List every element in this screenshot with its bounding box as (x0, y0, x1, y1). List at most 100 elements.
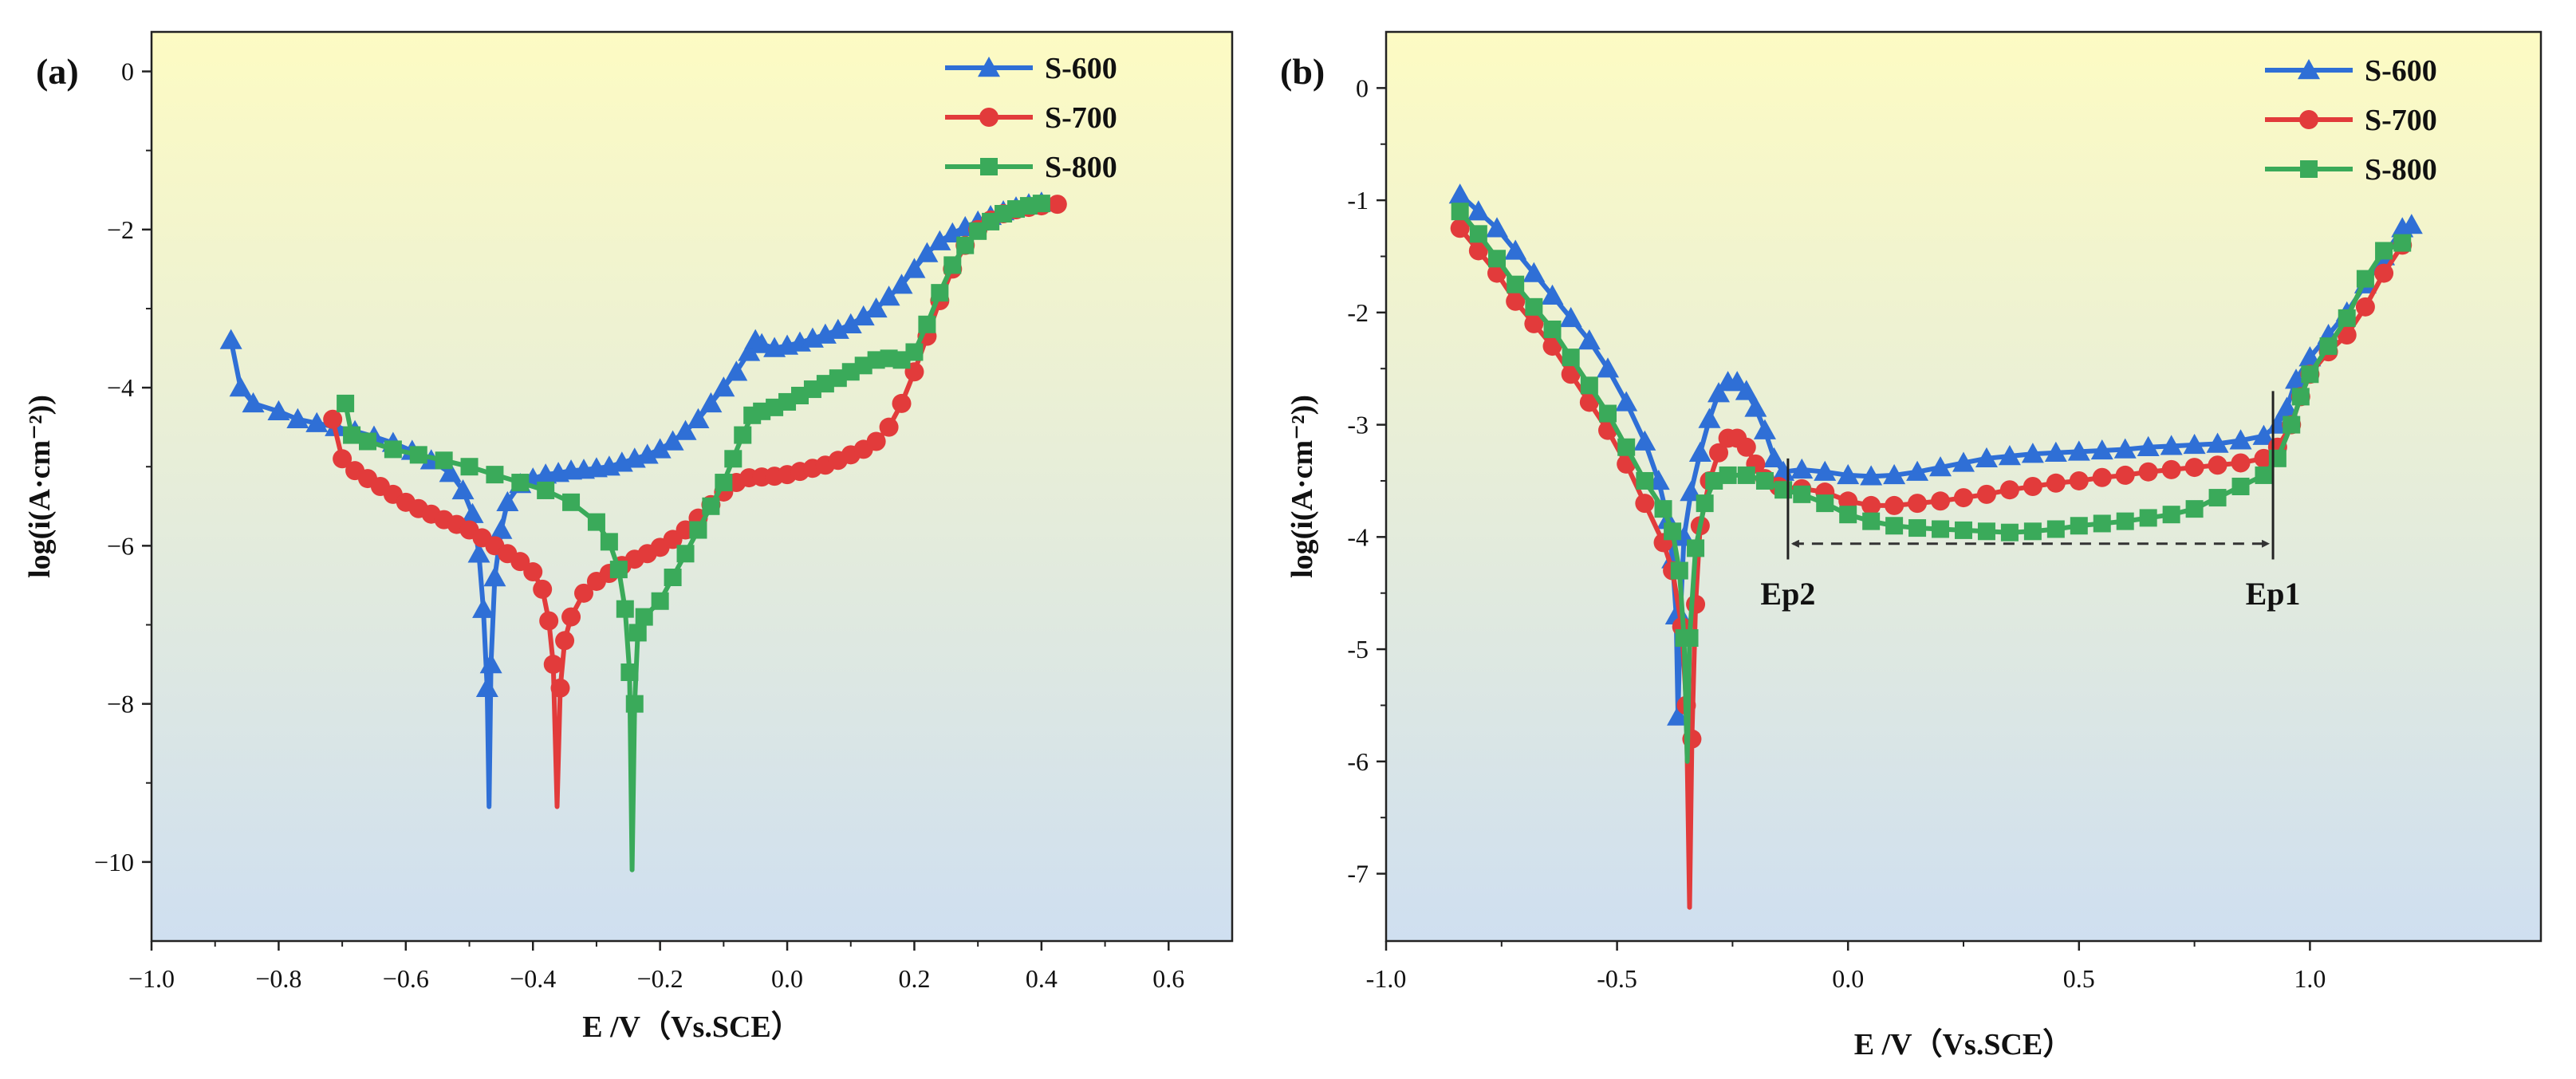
panel-label: (b) (1280, 51, 1325, 92)
data-point (674, 419, 697, 440)
data-point (409, 446, 427, 464)
data-point (625, 695, 644, 713)
y-tick-label: −4 (107, 373, 134, 402)
data-point (1543, 320, 1562, 338)
legend-label: S-800 (2365, 153, 2437, 187)
data-point (1562, 349, 1580, 367)
data-point (1839, 506, 1857, 524)
data-point (1976, 484, 1996, 504)
data-point (1636, 471, 1654, 490)
data-point (1837, 463, 1860, 485)
data-point (2254, 448, 2274, 468)
series-s-800 (337, 195, 1050, 872)
x-tick-label: −1.0 (128, 964, 175, 993)
data-point (242, 392, 265, 413)
data-point (2400, 214, 2423, 234)
data-point (1735, 380, 1758, 400)
data-point (2070, 517, 2088, 535)
data-point (2046, 473, 2066, 493)
data-point (1929, 456, 1952, 477)
data-point (2319, 337, 2338, 356)
data-point (2255, 466, 2273, 484)
plot-area-background (1386, 32, 2541, 941)
data-point (1524, 313, 1544, 333)
data-point (1774, 481, 1793, 499)
data-point (877, 286, 900, 306)
data-point (2138, 462, 2158, 482)
data-point (1862, 512, 1881, 530)
data-point (475, 676, 498, 697)
legend-marker (2300, 160, 2318, 178)
data-point (2113, 438, 2137, 459)
x-tick-label: -0.5 (1597, 964, 1637, 993)
legend: S-600 S-700 S-800 (945, 52, 1117, 184)
data-point (510, 552, 530, 572)
data-point (323, 409, 343, 429)
data-point (1486, 217, 1509, 238)
data-point (496, 490, 519, 512)
data-point (1687, 539, 1705, 557)
data-point (1814, 460, 1837, 481)
data-point (2206, 432, 2229, 453)
data-point (600, 533, 618, 551)
data-point (1450, 219, 1470, 238)
data-point (651, 592, 669, 610)
data-point (2285, 368, 2308, 389)
data-point (2023, 477, 2042, 496)
data-point (343, 426, 361, 444)
data-point (550, 678, 570, 698)
data-point (687, 408, 710, 428)
data-point (359, 432, 376, 451)
data-point (1931, 491, 1951, 511)
plot-area-background (152, 32, 1232, 941)
y-tick-label: -2 (1347, 298, 1369, 327)
data-point (1522, 262, 1546, 282)
data-point (635, 608, 653, 626)
data-point (661, 430, 684, 451)
data-point (866, 431, 886, 451)
data-point (1998, 445, 2021, 466)
data-point (467, 542, 490, 563)
data-point (1952, 451, 1975, 472)
data-point (2160, 435, 2183, 455)
data-point (724, 450, 742, 468)
data-point (1451, 203, 1469, 221)
legend-label: S-600 (1045, 52, 1117, 85)
data-point (725, 360, 748, 381)
data-point (2275, 396, 2298, 417)
data-point (384, 440, 402, 459)
data-point (1737, 466, 1755, 484)
data-point (1906, 460, 1929, 481)
data-point (2161, 459, 2181, 479)
y-tick-label: -7 (1347, 860, 1369, 888)
x-tick-label: 1.0 (2294, 964, 2326, 993)
data-point (537, 481, 555, 499)
data-point (1542, 337, 1562, 356)
y-axis-title: log(i(A·cm⁻²)) (1286, 395, 1319, 578)
data-point (890, 274, 913, 294)
data-point (2044, 441, 2067, 462)
data-point (1908, 494, 1928, 514)
data-point (1680, 629, 1699, 647)
data-point (267, 400, 290, 421)
y-tick-label: −2 (107, 215, 134, 244)
data-point (609, 561, 628, 579)
data-point (2092, 467, 2112, 487)
data-point (931, 284, 949, 302)
legend-marker (979, 108, 998, 127)
data-point (2023, 522, 2042, 541)
y-tick-label: -6 (1347, 747, 1369, 776)
data-point (1954, 488, 1973, 508)
data-point (2046, 520, 2065, 538)
data-point (1654, 500, 1672, 518)
data-point (1664, 522, 1682, 541)
data-point (1504, 239, 1527, 260)
x-tick-label: 0.4 (1026, 964, 1058, 993)
data-point (1686, 594, 1706, 614)
data-point (2393, 234, 2412, 252)
data-point (305, 412, 329, 432)
data-point (2355, 297, 2375, 317)
data-point (2162, 506, 2180, 524)
x-tick-label: 0.2 (898, 964, 930, 993)
annotation-label: Ep1 (2246, 576, 2301, 612)
